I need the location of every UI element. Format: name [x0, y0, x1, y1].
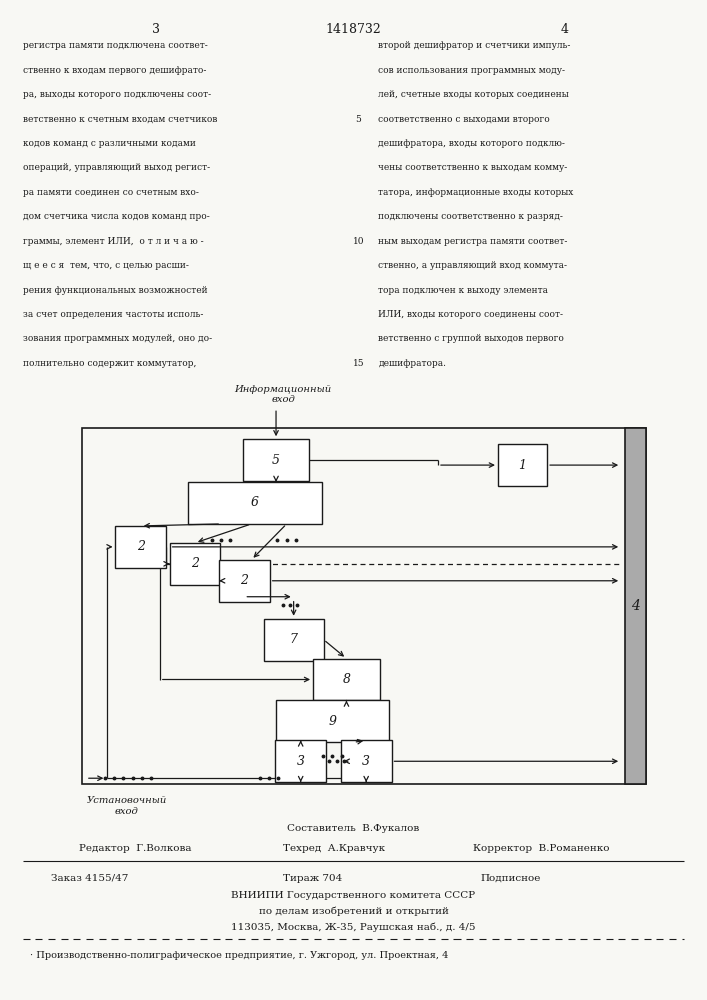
Text: ветственно к счетным входам счетчиков: ветственно к счетным входам счетчиков	[23, 115, 217, 124]
Text: ра, выходы которого подключены соот-: ра, выходы которого подключены соот-	[23, 90, 211, 99]
Text: Тираж 704: Тираж 704	[283, 874, 342, 883]
Bar	[264, 619, 324, 661]
Text: 10: 10	[353, 237, 364, 246]
Text: за счет определения частоты исполь-: за счет определения частоты исполь-	[23, 310, 203, 319]
Text: рения функциональных возможностей: рения функциональных возможностей	[23, 286, 207, 295]
Text: 15: 15	[353, 359, 364, 368]
Text: 4: 4	[561, 23, 568, 36]
Text: граммы, элемент ИЛИ,  о т л и ч а ю -: граммы, элемент ИЛИ, о т л и ч а ю -	[23, 237, 203, 246]
Text: 3: 3	[362, 755, 370, 768]
Text: кодов команд с различными кодами: кодов команд с различными кодами	[23, 139, 195, 148]
Text: 3: 3	[152, 23, 160, 36]
Text: Подписное: Подписное	[480, 874, 541, 883]
Text: 3: 3	[297, 755, 305, 768]
Bar	[170, 543, 221, 585]
Text: ВНИИПИ Государственного комитета СССР: ВНИИПИ Государственного комитета СССР	[231, 891, 476, 900]
Text: 1: 1	[518, 459, 527, 472]
Bar	[624, 428, 645, 784]
Text: ственно, а управляющий вход коммута-: ственно, а управляющий вход коммута-	[378, 261, 567, 270]
Bar	[276, 700, 389, 742]
Text: дом счетчика числа кодов команд про-: дом счетчика числа кодов команд про-	[23, 212, 209, 221]
Text: Техред  А.Кравчук: Техред А.Кравчук	[283, 844, 385, 853]
Text: операций, управляющий выход регист-: операций, управляющий выход регист-	[23, 163, 210, 172]
Text: полнительно содержит коммутатор,: полнительно содержит коммутатор,	[23, 359, 196, 368]
Text: лей, счетные входы которых соединены: лей, счетные входы которых соединены	[378, 90, 569, 99]
Bar	[188, 482, 322, 524]
Text: щ е е с я  тем, что, с целью расши-: щ е е с я тем, что, с целью расши-	[23, 261, 188, 270]
Text: 113035, Москва, Ж-35, Раушская наб., д. 4/5: 113035, Москва, Ж-35, Раушская наб., д. …	[231, 923, 476, 932]
Bar	[115, 526, 166, 568]
Text: по делам изобретений и открытий: по делам изобретений и открытий	[259, 907, 448, 916]
Text: зования программных модулей, оно до-: зования программных модулей, оно до-	[23, 334, 211, 343]
Text: Составитель  В.Фукалов: Составитель В.Фукалов	[287, 824, 420, 833]
Bar	[313, 659, 380, 700]
Text: ственно к входам первого дешифрато-: ственно к входам первого дешифрато-	[23, 66, 206, 75]
Text: 2: 2	[191, 557, 199, 570]
Bar	[275, 740, 326, 782]
Bar	[243, 439, 310, 481]
Text: 8: 8	[342, 673, 351, 686]
Text: 6: 6	[251, 496, 259, 509]
Text: Заказ 4155/47: Заказ 4155/47	[51, 874, 128, 883]
Text: Редактор  Г.Волкова: Редактор Г.Волкова	[79, 844, 192, 853]
Text: регистра памяти подключена соответ-: регистра памяти подключена соответ-	[23, 41, 207, 50]
Text: дешифратора.: дешифратора.	[378, 359, 446, 368]
Bar	[498, 444, 547, 486]
Bar	[83, 428, 645, 784]
Text: 1418732: 1418732	[326, 23, 381, 36]
Text: Корректор  В.Романенко: Корректор В.Романенко	[473, 844, 609, 853]
Text: соответственно с выходами второго: соответственно с выходами второго	[378, 115, 550, 124]
Text: · Производственно-полиграфическое предприятие, г. Ужгород, ул. Проектная, 4: · Производственно-полиграфическое предпр…	[30, 951, 448, 960]
Text: 4: 4	[631, 599, 640, 613]
Text: 9: 9	[328, 715, 337, 728]
Text: 2: 2	[137, 540, 145, 553]
Text: Информационный
вход: Информационный вход	[235, 385, 332, 404]
Text: ным выходам регистра памяти соответ-: ным выходам регистра памяти соответ-	[378, 237, 568, 246]
Text: второй дешифратор и счетчики импуль-: второй дешифратор и счетчики импуль-	[378, 41, 571, 50]
Text: татора, информационные входы которых: татора, информационные входы которых	[378, 188, 573, 197]
Text: чены соответственно к выходам комму-: чены соответственно к выходам комму-	[378, 163, 568, 172]
Text: 5: 5	[272, 454, 280, 467]
Bar	[341, 740, 392, 782]
Text: ра памяти соединен со счетным вхо-: ра памяти соединен со счетным вхо-	[23, 188, 199, 197]
Text: ИЛИ, входы которого соединены соот-: ИЛИ, входы которого соединены соот-	[378, 310, 563, 319]
Bar	[219, 560, 269, 602]
Text: 5: 5	[356, 115, 361, 124]
Text: Установочный
вход: Установочный вход	[86, 796, 167, 816]
Text: сов использования программных моду-: сов использования программных моду-	[378, 66, 565, 75]
Text: дешифратора, входы которого подклю-: дешифратора, входы которого подклю-	[378, 139, 565, 148]
Text: ветственно с группой выходов первого: ветственно с группой выходов первого	[378, 334, 564, 343]
Text: подключены соответственно к разряд-: подключены соответственно к разряд-	[378, 212, 563, 221]
Text: 2: 2	[240, 574, 248, 587]
Text: тора подключен к выходу элемента: тора подключен к выходу элемента	[378, 286, 548, 295]
Text: 7: 7	[290, 633, 298, 646]
